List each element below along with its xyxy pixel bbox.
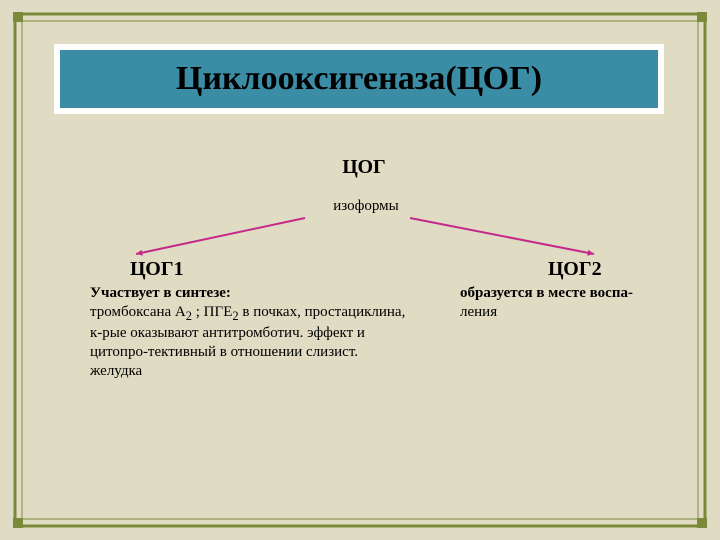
left-branch-rest: тромбоксана А2 ; ПГЕ2 в почках, простаци… xyxy=(90,304,405,379)
arrow-left xyxy=(136,218,305,256)
right-branch-body: образуется в месте воспа- ления xyxy=(460,284,690,322)
right-branch-lead: образуется в месте воспа- xyxy=(460,285,633,301)
diagram-isoforms-label: изоформы xyxy=(316,198,416,215)
left-branch-title: ЦОГ1 xyxy=(130,258,184,281)
slide: Циклооксигеназа(ЦОГ) ЦОГ изоформы ЦОГ1 У… xyxy=(0,0,720,540)
title-text: Циклооксигеназа(ЦОГ) xyxy=(176,60,542,98)
left-branch-lead: Участвует в синтезе: xyxy=(90,285,231,301)
title-box: Циклооксигеназа(ЦОГ) xyxy=(54,44,664,114)
arrow-right xyxy=(410,218,594,256)
diagram-root: ЦОГ xyxy=(324,156,404,179)
left-branch-body: Участвует в синтезе: тромбоксана А2 ; ПГ… xyxy=(90,284,410,381)
right-branch-rest: ления xyxy=(460,304,497,320)
right-branch-title: ЦОГ2 xyxy=(548,258,602,281)
